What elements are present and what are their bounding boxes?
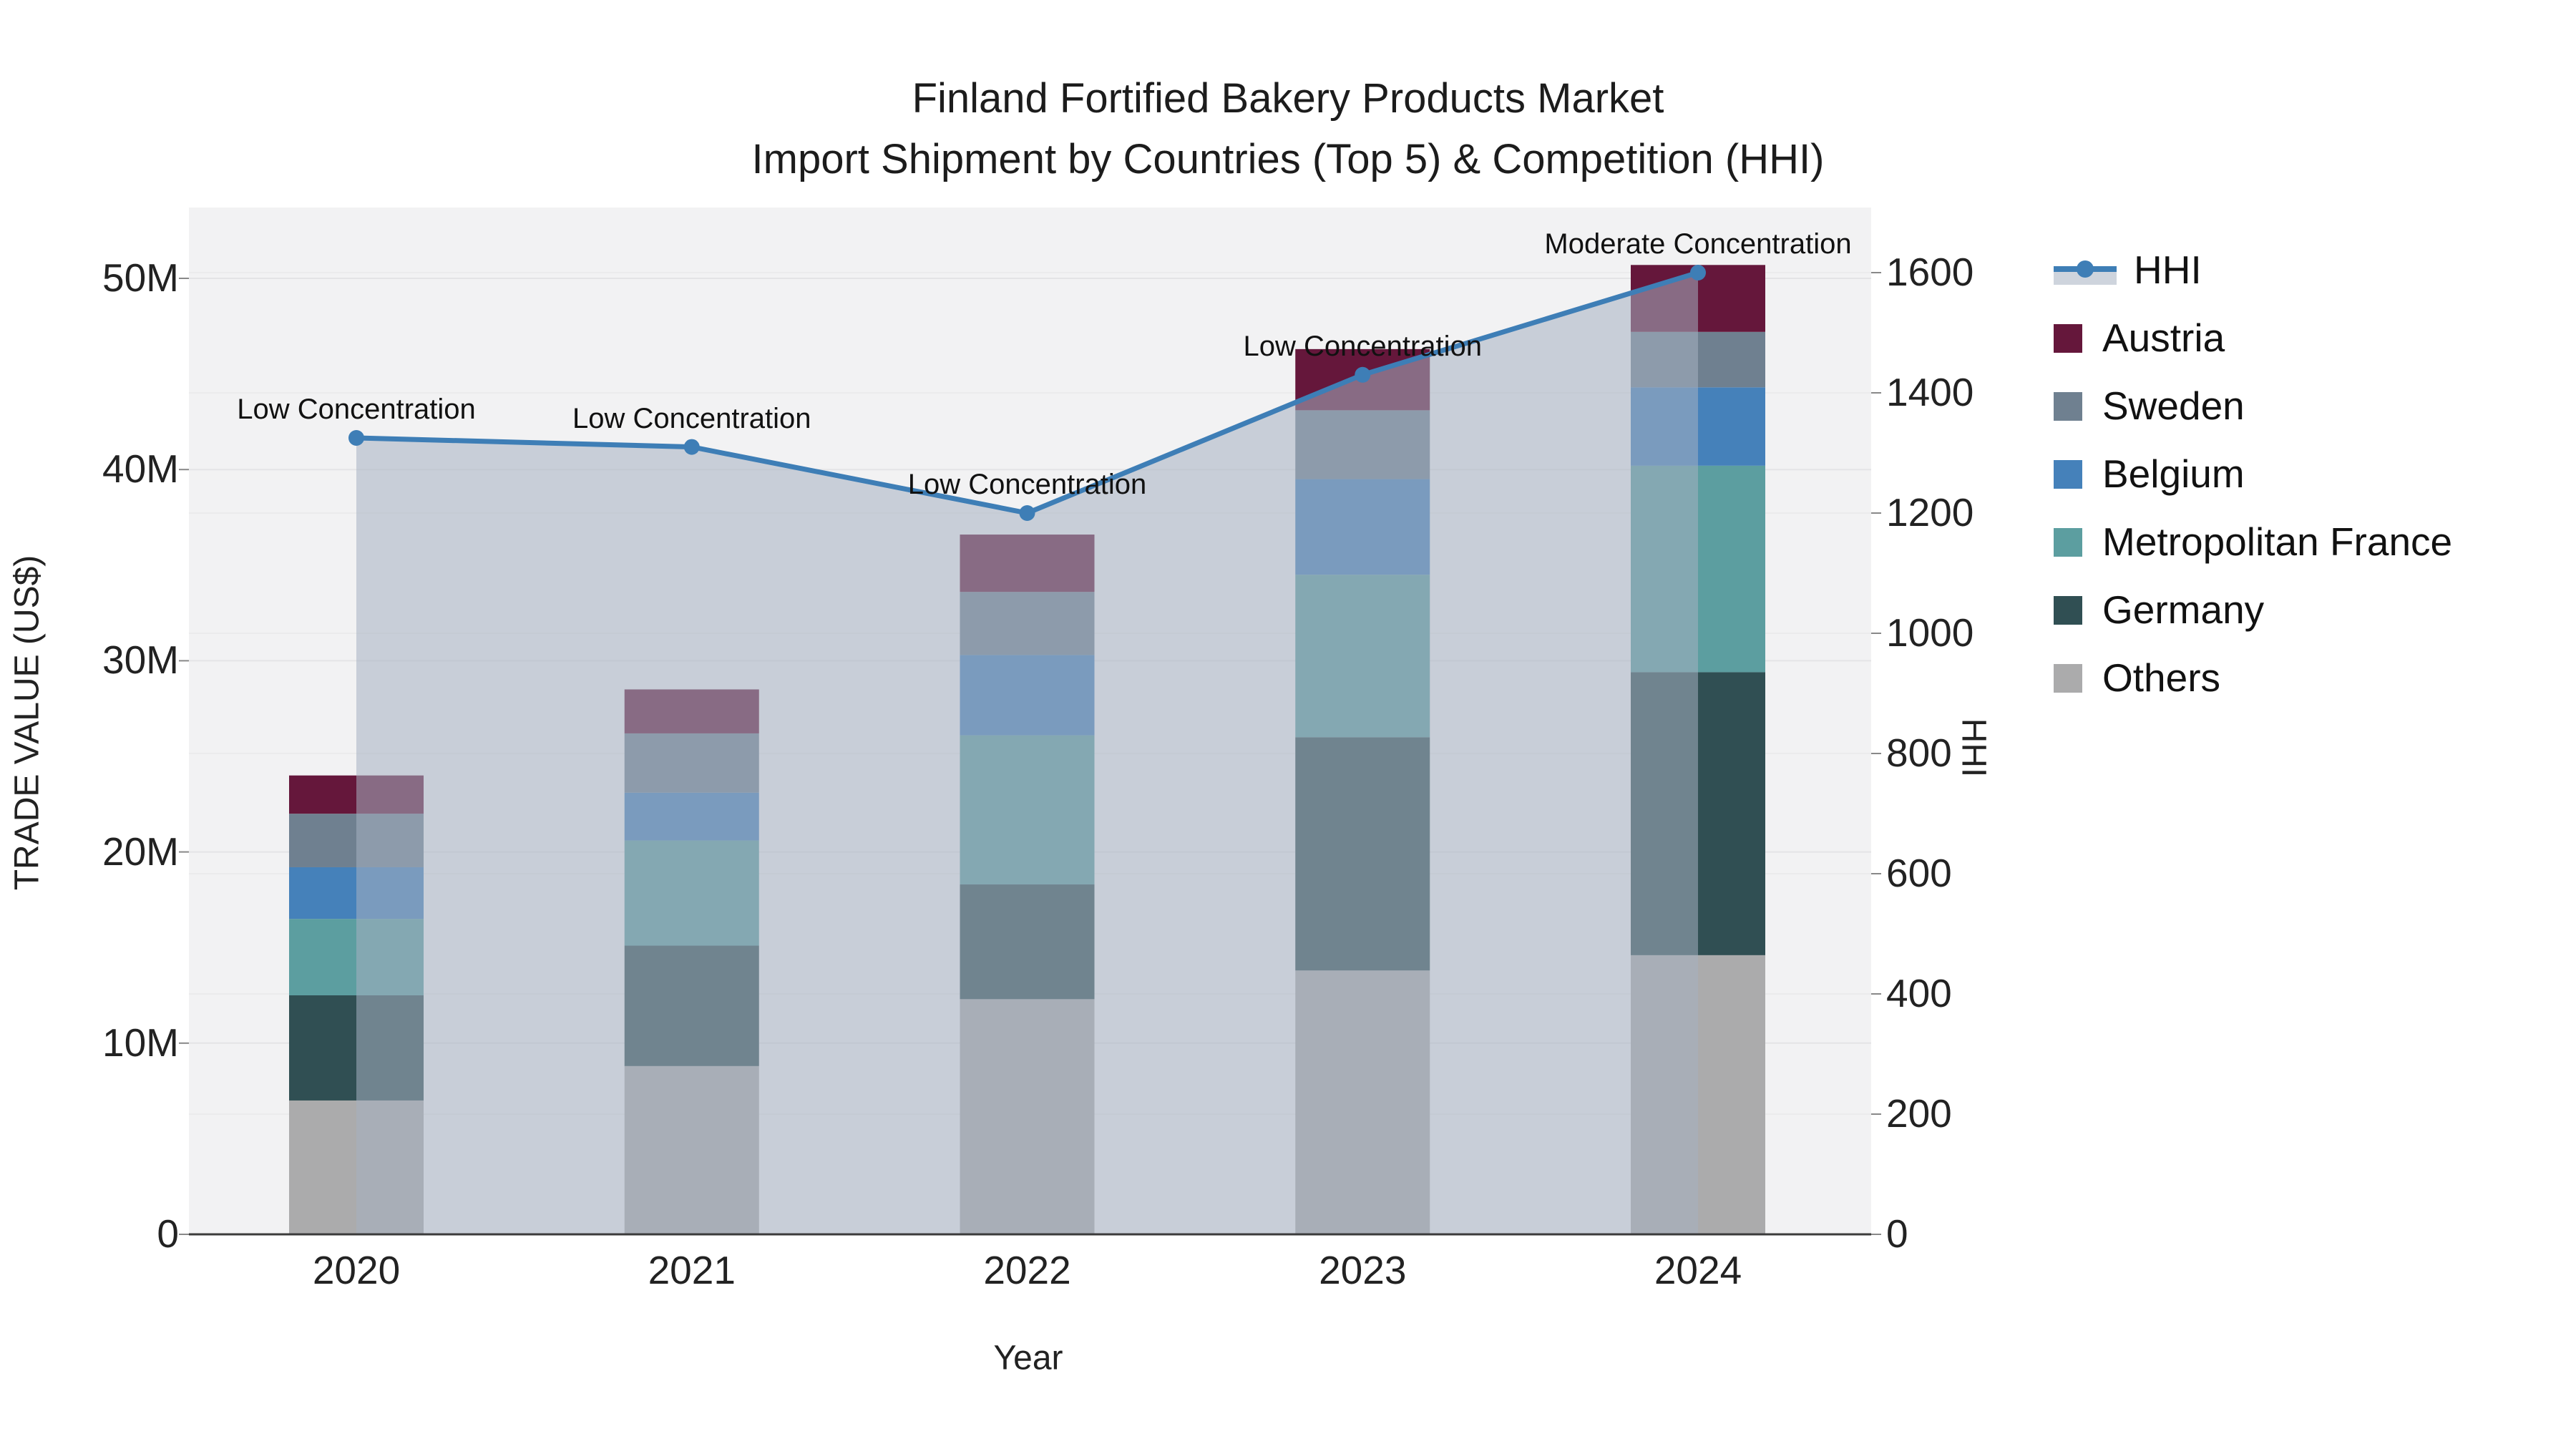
legend-item-sweden[interactable]: Sweden — [2054, 372, 2452, 440]
y-right-tick-1400: 1400 — [1886, 370, 1974, 414]
x-tick-2020: 2020 — [312, 1248, 401, 1292]
y-left-tick-40M: 40M — [102, 447, 179, 492]
legend-item-belgium[interactable]: Belgium — [2054, 440, 2452, 508]
legend-swatch-icon — [2054, 663, 2082, 693]
hhi-marker-2020[interactable] — [348, 430, 364, 446]
legend-swatch-icon — [2054, 459, 2082, 489]
hhi-line-icon — [2054, 255, 2117, 286]
chart-title-line1: Finland Fortified Bakery Products Market — [912, 75, 1664, 122]
legend-item-germany[interactable]: Germany — [2054, 576, 2452, 644]
legend-label-sweden: Sweden — [2102, 384, 2245, 428]
annotation-2022: Low Concentration — [907, 469, 1147, 500]
x-tick-2022: 2022 — [983, 1248, 1071, 1292]
hhi-marker-2024[interactable] — [1690, 265, 1706, 280]
y-right-axis-title: HHI — [1954, 718, 1993, 778]
legend-item-hhi[interactable]: HHI — [2054, 236, 2452, 304]
legend-swatch-icon — [2054, 595, 2082, 625]
legend-label-metropolitan-france: Metropolitan France — [2102, 519, 2453, 564]
legend-label-austria: Austria — [2102, 316, 2225, 360]
annotation-2023: Low Concentration — [1243, 330, 1483, 362]
chart-title-line2: Import Shipment by Countries (Top 5) & C… — [751, 136, 1825, 182]
annotation-2020: Low Concentration — [237, 394, 476, 425]
x-axis-title: Year — [993, 1339, 1063, 1377]
legend-label-others: Others — [2102, 655, 2221, 700]
hhi-marker-2021[interactable] — [683, 439, 700, 455]
hhi-area-fill — [356, 273, 1698, 1234]
x-tick-2024: 2024 — [1654, 1248, 1742, 1292]
annotation-2024: Moderate Concentration — [1544, 228, 1852, 260]
legend-label-germany: Germany — [2102, 587, 2265, 632]
y-right-tick-400: 400 — [1886, 971, 1952, 1015]
y-right-tick-200: 200 — [1886, 1091, 1952, 1136]
y-right-tick-1200: 1200 — [1886, 490, 1974, 535]
y-right-tick-1000: 1000 — [1886, 610, 1974, 655]
legend-item-others[interactable]: Others — [2054, 644, 2452, 712]
legend-label-belgium: Belgium — [2102, 452, 2245, 496]
legend-swatch-icon — [2054, 391, 2082, 421]
y-left-tick-0: 0 — [157, 1211, 179, 1256]
legend-swatch-icon — [2054, 527, 2082, 557]
hhi-marker-2023[interactable] — [1355, 366, 1371, 383]
x-tick-2021: 2021 — [648, 1248, 736, 1292]
y-right-tick-600: 600 — [1886, 851, 1952, 895]
legend-label-hhi: HHI — [2134, 248, 2202, 292]
y-right-tick-1600: 1600 — [1886, 250, 1974, 294]
y-right-tick-800: 800 — [1886, 731, 1952, 775]
legend-swatch-icon — [2054, 323, 2082, 353]
y-left-tick-20M: 20M — [102, 829, 179, 874]
legend-item-austria[interactable]: Austria — [2054, 304, 2452, 372]
annotation-2021: Low Concentration — [572, 402, 811, 434]
y-left-tick-50M: 50M — [102, 255, 179, 300]
hhi-marker-2022[interactable] — [1019, 505, 1035, 521]
legend-item-metropolitan-france[interactable]: Metropolitan France — [2054, 508, 2452, 576]
y-right-tick-0: 0 — [1886, 1211, 1908, 1256]
y-left-tick-10M: 10M — [102, 1020, 179, 1065]
y-left-tick-30M: 30M — [102, 638, 179, 683]
x-tick-2023: 2023 — [1319, 1248, 1407, 1292]
legend: HHI Austria Sweden Belgium Metropolitan Fran… — [2054, 236, 2452, 712]
